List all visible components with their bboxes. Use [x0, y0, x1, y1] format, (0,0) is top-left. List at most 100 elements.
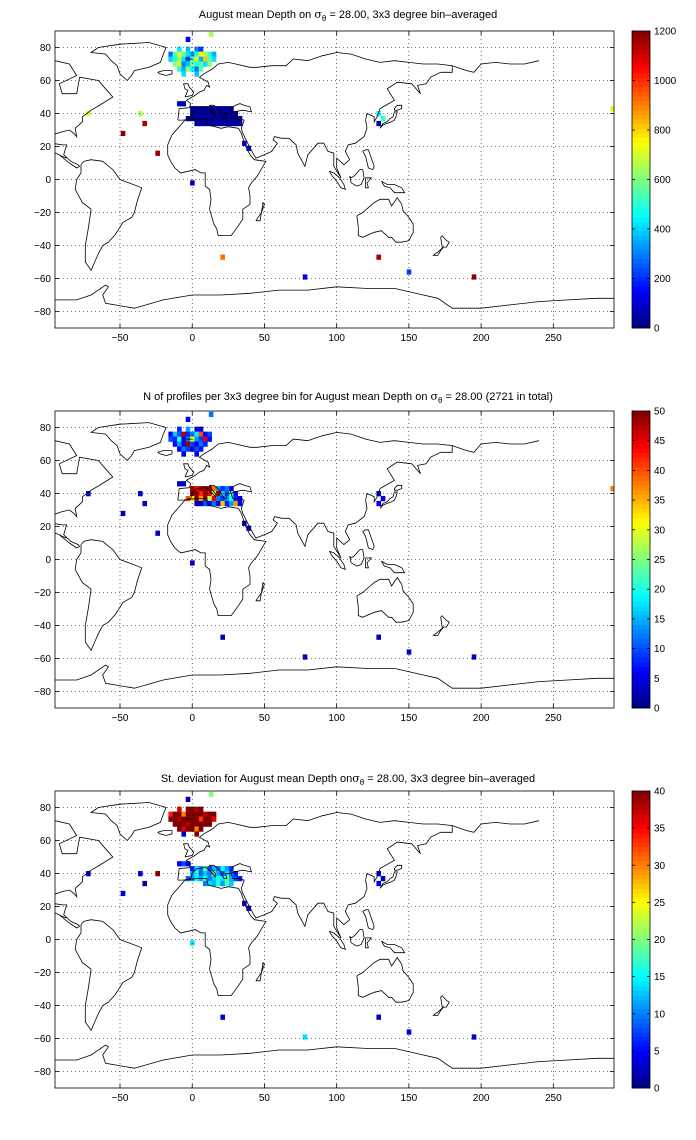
colorbar-segment: [632, 503, 650, 509]
colorbar-segment: [632, 888, 650, 894]
coastline: [183, 83, 195, 98]
colorbar-segment: [632, 151, 650, 157]
data-cell: [168, 816, 174, 822]
data-cell: [172, 56, 178, 62]
colorbar-segment: [632, 72, 650, 78]
title-sigma: σ: [431, 390, 439, 403]
data-cell: [194, 826, 200, 832]
data-cell: [198, 61, 204, 67]
colorbar-segment: [632, 31, 650, 37]
data-cell: [185, 61, 191, 67]
colorbar-segment: [632, 258, 650, 264]
colorbar-segment: [632, 165, 650, 171]
data-cell: [190, 821, 195, 827]
data-cell: [177, 441, 182, 447]
coastline: [157, 70, 173, 76]
data-cell: [198, 66, 204, 72]
y-tick-label: 40: [40, 489, 52, 500]
data-cell: [190, 806, 195, 812]
colorbar-segment: [632, 452, 650, 458]
data-cell: [211, 491, 217, 497]
colorbar-segment: [632, 916, 650, 922]
data-cell: [185, 66, 191, 72]
colorbar-segment: [632, 40, 650, 46]
data-cell: [172, 51, 178, 57]
colorbar-segment: [632, 323, 650, 329]
colorbar-segment: [632, 216, 650, 222]
coastline: [74, 919, 143, 1032]
map-panel-3: St. deviation for August mean Depth onσθ…: [34, 772, 666, 1104]
colorbar-tick-label: 35: [654, 824, 666, 835]
colorbar-segment: [632, 893, 650, 899]
data-cell: [155, 150, 161, 156]
map-panel-2: N of profiles per 3x3 degree bin for Aug…: [34, 390, 666, 724]
colorbar-segment: [632, 795, 650, 801]
data-cell: [181, 51, 187, 57]
colorbar-segment: [632, 286, 650, 292]
colorbar-segment: [632, 911, 650, 917]
colorbar-segment: [632, 540, 650, 546]
y-tick-label: 60: [40, 76, 52, 87]
colorbar-segment: [632, 647, 650, 653]
data-cell: [194, 426, 200, 432]
colorbar-segment: [632, 832, 650, 838]
colorbar-segment: [632, 517, 650, 523]
data-cell: [220, 115, 226, 122]
data-cell: [211, 111, 217, 117]
data-cell: [198, 500, 204, 507]
coastline: [89, 42, 167, 81]
colorbar-segment: [632, 193, 650, 199]
colorbar-segment: [632, 990, 650, 996]
data-cell: [216, 875, 221, 882]
data-cell: [172, 431, 178, 437]
colorbar-segment: [632, 818, 650, 824]
data-cell: [203, 486, 208, 492]
data-cell: [207, 120, 213, 127]
data-cell: [181, 71, 187, 77]
title-subscript: θ: [438, 396, 443, 405]
colorbar-tick-label: 25: [654, 555, 666, 566]
data-cell: [203, 111, 208, 117]
coastline: [183, 843, 195, 858]
colorbar-tick-label: 200: [654, 274, 671, 285]
data-cell: [181, 826, 187, 832]
colorbar-segment: [632, 925, 650, 931]
coastline: [55, 820, 114, 929]
data-cell: [302, 274, 308, 280]
data-cell: [120, 890, 126, 897]
colorbar-segment: [632, 930, 650, 936]
data-cell: [190, 826, 195, 832]
data-cell: [185, 875, 191, 882]
x-tick-label: 200: [473, 333, 490, 344]
data-cell: [376, 491, 382, 497]
coastline: [59, 914, 67, 919]
colorbar-segment: [632, 601, 650, 607]
y-tick-label: 20: [40, 142, 52, 153]
colorbar-segment: [632, 318, 650, 324]
colorbar-segment: [632, 874, 650, 880]
data-cell: [198, 426, 204, 432]
data-cell: [224, 880, 230, 887]
data-cell: [376, 254, 382, 260]
colorbar-segment: [632, 971, 650, 978]
colorbar-segment: [632, 202, 650, 208]
coastline: [59, 534, 67, 539]
colorbar-segment: [632, 610, 650, 616]
data-cell: [224, 106, 230, 112]
colorbar-segment: [632, 494, 650, 500]
colorbar-segment: [632, 133, 650, 139]
y-tick-label: 60: [40, 456, 52, 467]
data-cell: [198, 826, 204, 832]
colorbar-segment: [632, 652, 650, 658]
colorbar-segment: [632, 63, 650, 69]
data-cell: [142, 500, 148, 507]
colorbar-segment: [632, 1023, 650, 1029]
colorbar-tick-label: 600: [654, 175, 671, 186]
data-cell: [220, 120, 226, 127]
colorbar-segment: [632, 573, 650, 579]
coastline: [89, 422, 167, 461]
data-cell: [194, 61, 200, 67]
data-cell: [190, 106, 195, 112]
coastline: [157, 450, 173, 457]
data-cell: [185, 811, 191, 817]
